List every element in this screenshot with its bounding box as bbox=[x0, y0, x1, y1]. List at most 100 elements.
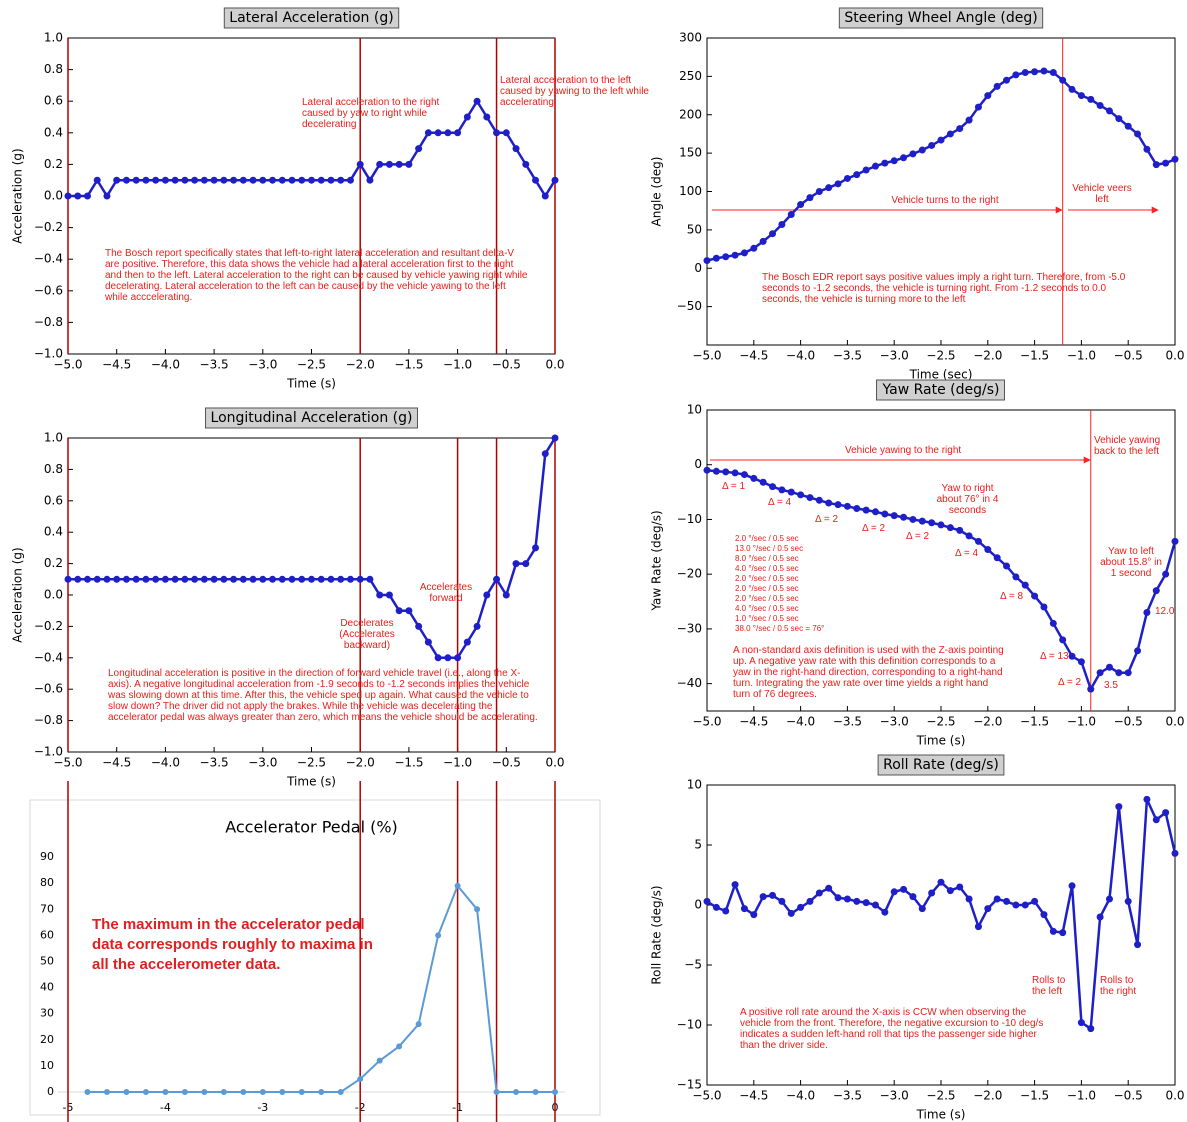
data-point bbox=[483, 113, 491, 121]
data-point bbox=[871, 508, 879, 516]
data-point bbox=[337, 1089, 344, 1095]
data-point bbox=[740, 249, 748, 257]
data-point bbox=[230, 575, 238, 583]
annotation: A non-standard axis definition is used w… bbox=[733, 645, 1004, 700]
data-point bbox=[191, 575, 199, 583]
data-point bbox=[201, 1089, 208, 1095]
data-point bbox=[376, 591, 384, 599]
data-point bbox=[395, 607, 403, 615]
data-point bbox=[513, 1089, 520, 1095]
data-point bbox=[385, 591, 393, 599]
annotation: Δ = 13 bbox=[1040, 651, 1069, 662]
x-tick-label: −3.0 bbox=[880, 1089, 909, 1103]
data-point bbox=[1171, 849, 1179, 857]
x-tick-label: −5.0 bbox=[53, 756, 82, 770]
data-point bbox=[1059, 76, 1067, 84]
y-axis-label: Acceleration (g) bbox=[11, 148, 25, 243]
data-point bbox=[356, 160, 364, 168]
x-tick-label: −4.5 bbox=[102, 756, 131, 770]
data-point bbox=[853, 171, 861, 179]
data-point bbox=[1105, 895, 1113, 903]
annotation: 12.0 bbox=[1155, 606, 1175, 617]
data-point bbox=[1162, 570, 1170, 578]
data-point bbox=[444, 129, 452, 137]
y-tick-label: −20 bbox=[677, 567, 702, 581]
x-tick-label: −1.5 bbox=[394, 756, 423, 770]
x-tick-label: −3.0 bbox=[248, 358, 277, 372]
x-tick-label: −3.0 bbox=[880, 715, 909, 729]
data-point bbox=[937, 136, 945, 144]
data-point bbox=[161, 575, 169, 583]
x-tick-label: −2.0 bbox=[346, 756, 375, 770]
data-point bbox=[1115, 115, 1123, 123]
data-point bbox=[551, 176, 559, 184]
x-tick-label: 0.0 bbox=[545, 358, 564, 372]
annotation: Δ = 2 bbox=[906, 531, 930, 542]
data-point bbox=[249, 176, 257, 184]
y-tick-label: 10 bbox=[687, 778, 702, 792]
data-point bbox=[1040, 67, 1048, 75]
x-tick-label: −3.0 bbox=[248, 756, 277, 770]
data-point bbox=[171, 176, 179, 184]
x-tick-label: −2.0 bbox=[973, 715, 1002, 729]
data-point bbox=[1021, 69, 1029, 77]
x-tick-label: −1.5 bbox=[1020, 1089, 1049, 1103]
data-point bbox=[1162, 159, 1170, 167]
data-point bbox=[200, 575, 208, 583]
data-point bbox=[881, 908, 889, 916]
data-point bbox=[405, 160, 413, 168]
data-point bbox=[787, 211, 795, 219]
x-tick-label: −3.5 bbox=[833, 349, 862, 363]
data-point bbox=[396, 1043, 403, 1050]
data-point bbox=[259, 1089, 266, 1095]
data-point bbox=[1096, 669, 1104, 677]
x-tick-label: −0.5 bbox=[1114, 1089, 1143, 1103]
x-tick-label: 0.0 bbox=[1165, 349, 1184, 363]
data-point bbox=[956, 125, 964, 133]
data-point bbox=[376, 1057, 383, 1064]
data-point bbox=[797, 491, 805, 499]
data-point bbox=[1021, 901, 1029, 909]
data-point bbox=[956, 883, 964, 891]
data-point bbox=[259, 575, 267, 583]
y-tick-label: −0.8 bbox=[34, 315, 63, 329]
y-tick-label: −40 bbox=[677, 676, 702, 690]
x-tick-label: −3.5 bbox=[833, 1089, 862, 1103]
data-point bbox=[123, 1089, 130, 1095]
data-point bbox=[366, 176, 374, 184]
y-tick-label: 90 bbox=[40, 850, 54, 863]
data-point bbox=[918, 517, 926, 525]
data-point bbox=[750, 911, 758, 919]
data-point bbox=[171, 575, 179, 583]
data-point bbox=[825, 884, 833, 892]
data-point bbox=[1124, 897, 1132, 905]
data-point bbox=[239, 575, 247, 583]
x-tick-label: −4.0 bbox=[786, 715, 815, 729]
data-point bbox=[881, 510, 889, 518]
data-point bbox=[703, 466, 711, 474]
data-point bbox=[317, 575, 325, 583]
x-tick-label: 0.0 bbox=[1165, 715, 1184, 729]
x-tick-label: −1.0 bbox=[443, 358, 472, 372]
data-point bbox=[946, 130, 954, 138]
y-tick-label: 0.4 bbox=[44, 525, 63, 539]
x-tick-label: −2.0 bbox=[346, 358, 375, 372]
x-tick-label: −0.5 bbox=[492, 756, 521, 770]
data-point bbox=[1031, 592, 1039, 600]
x-tick-label: −5.0 bbox=[692, 715, 721, 729]
data-point bbox=[740, 905, 748, 913]
x-tick-label: −1.5 bbox=[1020, 349, 1049, 363]
data-point bbox=[712, 254, 720, 262]
data-point bbox=[454, 882, 461, 889]
data-point bbox=[142, 176, 150, 184]
data-point bbox=[142, 1089, 149, 1095]
data-point bbox=[298, 176, 306, 184]
data-point bbox=[787, 488, 795, 496]
annotation: Δ = 2 bbox=[1058, 677, 1082, 688]
y-tick-label: 0 bbox=[694, 261, 702, 275]
data-point bbox=[759, 478, 767, 486]
y-tick-label: −0.6 bbox=[34, 682, 63, 696]
data-point bbox=[1143, 795, 1151, 803]
annotation: The Bosch report specifically states tha… bbox=[105, 248, 528, 303]
data-point bbox=[532, 1089, 539, 1095]
